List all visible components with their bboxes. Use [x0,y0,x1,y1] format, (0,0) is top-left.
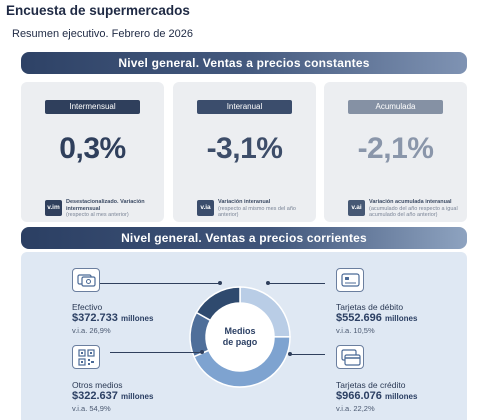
footnote-title: Variación acumulada interanual [369,199,452,205]
qr-code-icon [72,345,100,369]
footnote-sub: (respecto al mes anterior) [66,212,129,219]
page-subtitle: Resumen ejecutivo. Febrero de 2026 [12,28,193,40]
connector-dot-efectivo [218,281,222,285]
badge-via: v.ia [197,200,214,216]
method-name-efectivo: Efectivo [72,302,103,312]
card-value: 0,3% [59,132,126,165]
badge-vai: v.ai [348,200,365,216]
card-label: Acumulada [348,100,443,114]
card-footnote-intermensual: v.im Desestacionalizado. Variación inter… [21,194,164,222]
connector-otros [110,352,202,353]
connector-dot-debito [266,281,270,285]
footnote-sub: (acumulado del año respecto a igual acum… [369,205,458,219]
card-intermensual: Intermensual 0,3% [21,82,164,222]
card-interanual: Interanual -3,1% [173,82,316,222]
method-via-debito: v.i.a. 10,5% [336,326,375,335]
current-prices-banner: Nivel general. Ventas a precios corrient… [21,227,467,249]
footnote-sub: (respecto al mismo mes del año anterior) [218,205,296,219]
card-label: Intermensual [45,100,140,114]
debit-card-icon [336,268,364,292]
method-value-efectivo: $372.733 millones [72,312,154,324]
method-value-credito: $966.076 millones [336,390,418,402]
card-value: -2,1% [357,132,434,165]
card-value: -3,1% [206,132,283,165]
method-value-debito: $552.696 millones [336,312,418,324]
connector-efectivo [100,283,220,284]
card-footnote-interanual: v.ia Variación interanual (respecto al m… [173,194,316,222]
method-name-credito: Tarjetas de crédito [336,380,406,390]
connector-dot-credito [288,352,292,356]
credit-card-icon [336,345,364,369]
footnote-title: Variación interanual [218,199,271,205]
cash-icon [72,268,100,292]
footnote-title: Desestacionalizado. Variación intermensu… [66,199,145,212]
method-name-debito: Tarjetas de débito [336,302,404,312]
donut-center-label: Medios de pago [206,303,274,371]
method-via-credito: v.i.a. 22,2% [336,404,375,413]
connector-debito [268,283,325,284]
card-label: Interanual [197,100,292,114]
page-title: Encuesta de supermercados [6,3,190,18]
connector-credito [290,354,325,355]
badge-vim: v.im [45,200,62,216]
constant-prices-banner: Nivel general. Ventas a precios constant… [21,52,467,74]
card-footnote-acumulada: v.ai Variación acumulada interanual (acu… [324,194,467,222]
method-via-efectivo: v.i.a. 26,9% [72,326,111,335]
method-name-otros: Otros medios [72,380,123,390]
card-acumulada: Acumulada -2,1% [324,82,467,222]
connector-dot-otros [200,350,204,354]
method-value-otros: $322.637 millones [72,390,154,402]
method-via-otros: v.i.a. 54,9% [72,404,111,413]
